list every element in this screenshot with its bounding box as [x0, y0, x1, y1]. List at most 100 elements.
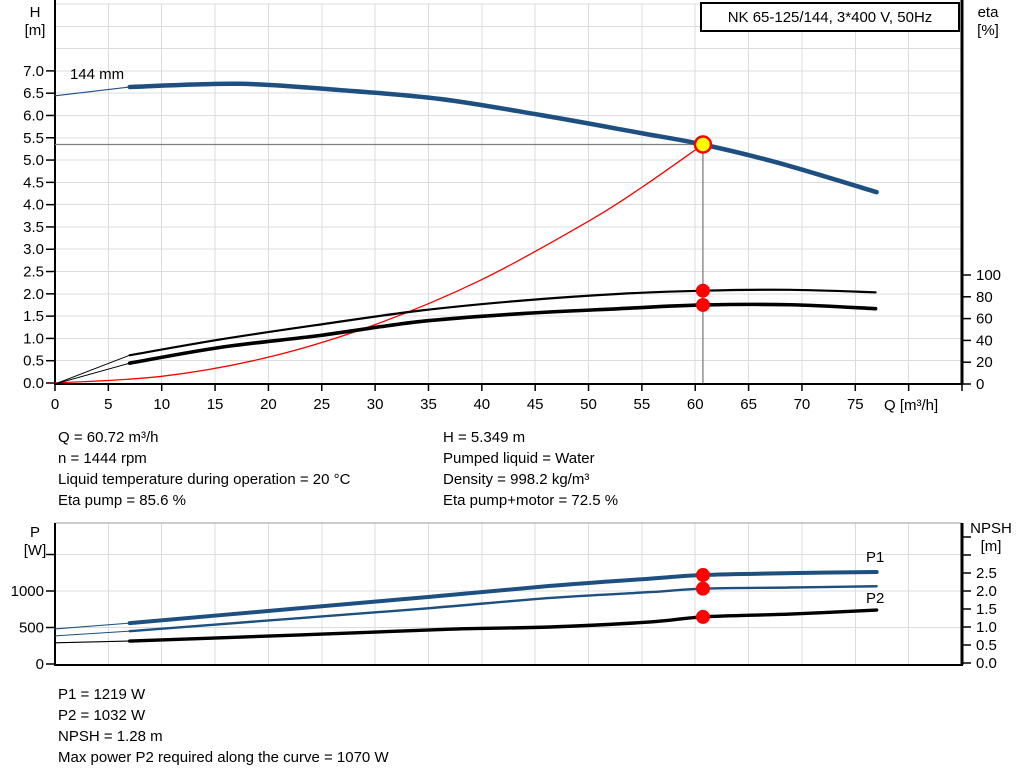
- qh-efficiency-chart-x-tick-label: 60: [687, 396, 704, 413]
- q-axis-title: Q [m³/h]: [884, 397, 939, 414]
- curve-144-mm-impeller-qh: [54, 81, 879, 195]
- duty-point-crosshair: [55, 143, 704, 383]
- qh-efficiency-chart-yleft-tick-label: 5.5: [23, 130, 44, 147]
- power-npsh-chart-yright-tick-label: 2.5: [976, 565, 997, 582]
- power-npsh-chart-yright-tick-label: 0.5: [976, 637, 997, 654]
- qh-efficiency-chart-x-tick-label: 55: [634, 396, 651, 413]
- power-npsh-chart-yleft-tick-label: 500: [19, 620, 44, 637]
- qh-efficiency-chart-x-tick-label: 10: [153, 396, 170, 413]
- info-npsh: NPSH = 1.28 m: [58, 728, 163, 745]
- qh-efficiency-chart-tick-labels: 0 5 10 15 20 25 30 35 40 45 50 55 60 65 70 75 0.0 0.5 1.0 1…: [23, 63, 1001, 413]
- qh-efficiency-chart-x-tick-label: 40: [473, 396, 490, 413]
- curve-npsh: [54, 608, 879, 644]
- power-npsh-chart-yright-tick-label: 1.5: [976, 601, 997, 618]
- duty-point-marker[interactable]: [693, 135, 713, 154]
- curve-point-marker: [695, 568, 710, 583]
- p-axis-title-line1: P: [29, 524, 40, 541]
- annotation-144-mm: 144 mm: [70, 66, 124, 83]
- curve-point-marker: [695, 297, 710, 312]
- annotation-p1: P1: [866, 549, 884, 566]
- qh-efficiency-chart-yright-tick-label: 80: [976, 289, 993, 306]
- qh-efficiency-chart-yright-tick-label: 0: [976, 376, 984, 393]
- qh-efficiency-chart-yright-tick-label: 60: [976, 311, 993, 328]
- qh-efficiency-chart-yleft-tick-label: 3.5: [23, 219, 44, 236]
- annotation-p2: P2: [866, 590, 884, 607]
- qh-efficiency-chart-x-tick-label: 75: [847, 396, 864, 413]
- eta-axis-title-line2: [%]: [977, 22, 999, 39]
- qh-efficiency-chart-x-tick-label: 15: [207, 396, 224, 413]
- qh-efficiency-chart-x-tick-label: 5: [104, 396, 112, 413]
- qh-efficiency-chart-yleft-tick-label: 1.0: [23, 330, 44, 347]
- qh-efficiency-chart-x-tick-label: 45: [527, 396, 544, 413]
- info-head: H = 5.349 m: [443, 429, 526, 446]
- npsh-axis-title: NPSH [m]: [962, 520, 1020, 556]
- curve-npsh-lead: [54, 640, 131, 644]
- pump-title-box: NK 65-125/144, 3*400 V, 50Hz: [700, 2, 960, 32]
- curve-p2-lead: [54, 630, 131, 637]
- pump-title-text: NK 65-125/144, 3*400 V, 50Hz: [727, 8, 933, 26]
- qh-efficiency-chart-yleft-tick-label: 5.0: [23, 152, 44, 169]
- h-axis-title: H [m]: [14, 4, 56, 40]
- info-p1: P1 = 1219 W: [58, 686, 146, 703]
- qh-efficiency-chart-yleft-tick-label: 3.0: [23, 241, 44, 258]
- power-npsh-chart-yleft-tick-label: 1000: [11, 583, 44, 600]
- qh-efficiency-chart-x-tick-label: 35: [420, 396, 437, 413]
- qh-efficiency-chart-x-tick-label: 50: [580, 396, 597, 413]
- qh-efficiency-chart-yleft-tick-label: 0.0: [23, 375, 44, 392]
- h-axis-title-line1: H: [29, 4, 41, 21]
- power-npsh-chart: 0 500 1000 0.00.51.01.52.02.5 P1 P2: [11, 522, 997, 673]
- qh-efficiency-chart-x-tick-label: 30: [367, 396, 384, 413]
- info-flow: Q = 60.72 m³/h: [58, 429, 159, 446]
- qh-efficiency-chart-yleft-tick-label: 6.0: [23, 107, 44, 124]
- curve-eta-pump-motor-lead: [54, 362, 131, 385]
- curve-eta-pump: [54, 288, 877, 385]
- qh-efficiency-chart-yleft-tick-label: 6.5: [23, 85, 44, 102]
- qh-efficiency-chart-x-tick-label: 25: [313, 396, 330, 413]
- power-npsh-chart-yleft-tick-label: 0: [36, 656, 44, 673]
- qh-efficiency-chart-gridlines: [55, 3, 962, 383]
- p-axis-title: P [W]: [14, 524, 56, 560]
- qh-efficiency-chart-yleft-tick-label: 0.5: [23, 353, 44, 370]
- qh-efficiency-chart-yright-tick-label: 100: [976, 267, 1001, 284]
- curve-point-marker: [695, 283, 710, 298]
- info-liquid-temperature: Liquid temperature during operation = 20…: [58, 471, 351, 488]
- power-npsh-chart-yright-tick-label: 1.0: [976, 619, 997, 636]
- qh-efficiency-chart-yleft-tick-label: 7.0: [23, 63, 44, 80]
- qh-efficiency-chart-yleft-tick-label: 4.5: [23, 174, 44, 191]
- power-npsh-chart-gridlines: [55, 522, 962, 664]
- qh-efficiency-chart-x-tick-label: 0: [51, 396, 59, 413]
- qh-efficiency-chart: 0 5 10 15 20 25 30 35 40 45 50 55 60 65 70 75 0.0 0.5 1.0 1…: [23, 0, 1001, 413]
- curve-point-marker: [695, 609, 710, 624]
- curve-eta-pump-motor: [54, 302, 878, 385]
- info-density: Density = 998.2 kg/m³: [443, 471, 590, 488]
- qh-efficiency-chart-yleft-tick-label: 4.0: [23, 197, 44, 214]
- curve-eta-pump-lead: [54, 354, 131, 385]
- power-npsh-chart-yright-tick-label: 2.0: [976, 583, 997, 600]
- info-eta-pump: Eta pump = 85.6 %: [58, 492, 186, 509]
- h-axis-title-line2: [m]: [24, 22, 46, 39]
- operating-info-right: H = 5.349 m Pumped liquid = Water Densit…: [443, 427, 618, 511]
- curve-p1: [54, 570, 879, 630]
- operating-info-left: Q = 60.72 m³/h n = 1444 rpm Liquid tempe…: [58, 427, 350, 511]
- npsh-axis-title-line1: NPSH: [970, 520, 1012, 537]
- power-info-block: P1 = 1219 W P2 = 1032 W NPSH = 1.28 m Ma…: [58, 684, 389, 768]
- info-speed: n = 1444 rpm: [58, 450, 147, 467]
- qh-efficiency-chart-axes: [54, 0, 964, 385]
- qh-efficiency-chart-x-tick-label: 20: [260, 396, 277, 413]
- curve-p2: [54, 585, 878, 637]
- curve-system-curve: [54, 143, 704, 384]
- info-p2: P2 = 1032 W: [58, 707, 146, 724]
- qh-efficiency-chart-yright-tick-label: 20: [976, 354, 993, 371]
- curve-144-mm-impeller-qh-lead: [54, 86, 131, 97]
- qh-efficiency-chart-yleft-tick-label: 2.0: [23, 286, 44, 303]
- p-axis-title-line2: [W]: [23, 542, 47, 559]
- qh-efficiency-chart-yleft-tick-label: 1.5: [23, 308, 44, 325]
- info-pumped-liquid: Pumped liquid = Water: [443, 450, 595, 467]
- power-npsh-chart-tick-labels: 0 500 1000 0.00.51.01.52.02.5: [11, 536, 997, 673]
- info-p2-max: Max power P2 required along the curve = …: [58, 749, 389, 766]
- qh-efficiency-chart-x-tick-label: 65: [740, 396, 757, 413]
- eta-axis-title: eta [%]: [964, 4, 1012, 40]
- npsh-axis-title-line2: [m]: [980, 538, 1002, 555]
